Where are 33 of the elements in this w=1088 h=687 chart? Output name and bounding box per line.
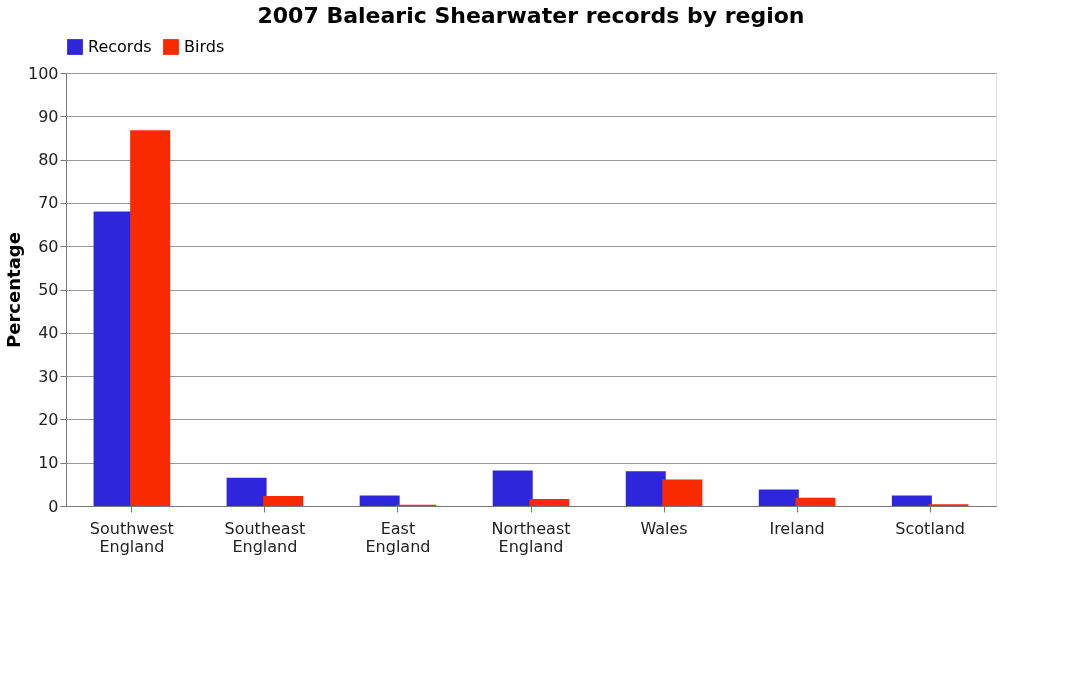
bar: [226, 477, 267, 506]
chart-title: 2007 Balearic Shearwater records by region: [257, 3, 805, 28]
x-tick-label: Wales: [640, 518, 688, 538]
y-tick-label: 0: [48, 496, 59, 516]
y-axis-title: Percentage: [2, 232, 24, 348]
x-tick-label: Scotland: [895, 518, 965, 538]
y-tick-label: 40: [38, 323, 59, 343]
x-tick-label: Northeast England: [491, 518, 571, 556]
bar: [359, 495, 400, 506]
y-tick-label: 100: [27, 63, 59, 83]
bar: [529, 499, 570, 506]
legend-label: Birds: [184, 37, 225, 56]
bar: [625, 471, 666, 506]
x-tick-label: Southwest England: [89, 518, 174, 556]
y-tick-label: 10: [38, 453, 59, 473]
y-tick-label: 90: [38, 106, 59, 126]
x-tick-label: Ireland: [769, 518, 825, 538]
legend-label: Records: [88, 37, 152, 56]
x-tick-label: East England: [365, 518, 431, 556]
bar: [795, 497, 836, 506]
bar: [758, 489, 799, 506]
y-tick-label: 30: [38, 366, 59, 386]
bar: [662, 479, 703, 506]
y-tick-label: 70: [38, 193, 59, 213]
y-tick-label: 60: [38, 236, 59, 256]
y-tick-label: 80: [38, 150, 59, 170]
bar: [263, 496, 304, 506]
bar: [492, 470, 533, 506]
bar: [891, 495, 932, 506]
bar: [130, 130, 171, 506]
x-tick-label: Southeast England: [224, 518, 306, 556]
y-tick-label: 50: [38, 280, 59, 299]
y-tick-label: 20: [38, 409, 59, 429]
